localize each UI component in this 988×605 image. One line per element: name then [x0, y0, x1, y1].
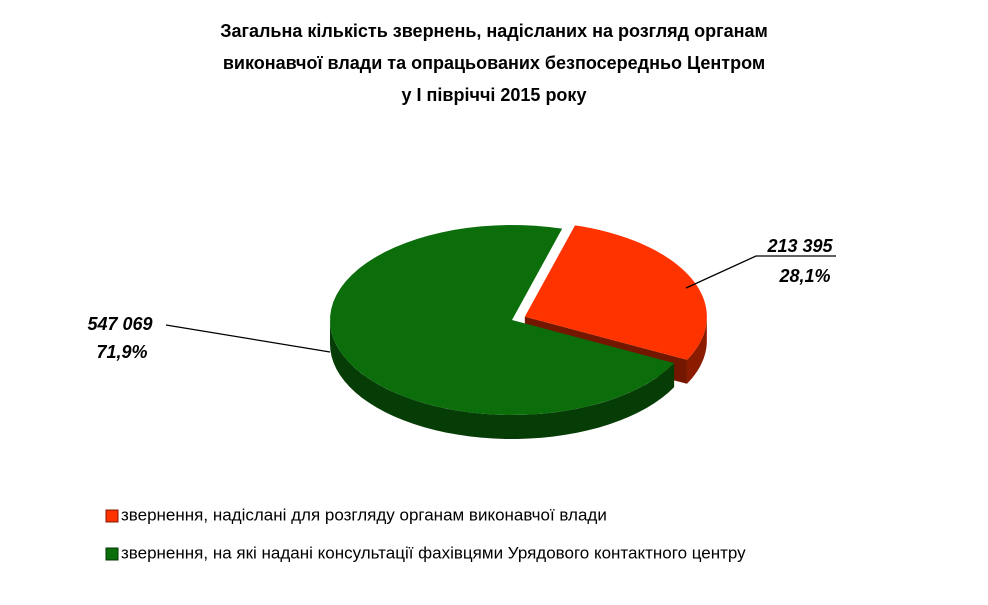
- chart-title: Загальна кількість звернень, надісланих …: [220, 21, 768, 41]
- leader-line: [685, 255, 836, 289]
- legend-swatch: [105, 547, 119, 561]
- slice-top: [330, 225, 675, 415]
- slice-side: [330, 320, 675, 439]
- value-label: 28,1%: [778, 266, 830, 286]
- slice-top: [524, 225, 707, 360]
- value-label: 213 395: [766, 236, 833, 256]
- pie: [330, 225, 707, 439]
- legend-label: звернення, на які надані консультації фа…: [121, 543, 746, 562]
- value-label: 547 069: [87, 314, 152, 334]
- value-label: 71,9%: [96, 342, 147, 362]
- chart-title: виконавчої влади та опрацьованих безпосе…: [223, 53, 765, 73]
- leader-line: [165, 324, 331, 353]
- pie-slice: [330, 225, 675, 439]
- chart-title: у І півріччі 2015 року: [402, 85, 587, 105]
- legend-label: звернення, надіслані для розгляду органа…: [121, 505, 607, 524]
- slice-side: [686, 316, 707, 384]
- legend-swatch: [105, 509, 119, 523]
